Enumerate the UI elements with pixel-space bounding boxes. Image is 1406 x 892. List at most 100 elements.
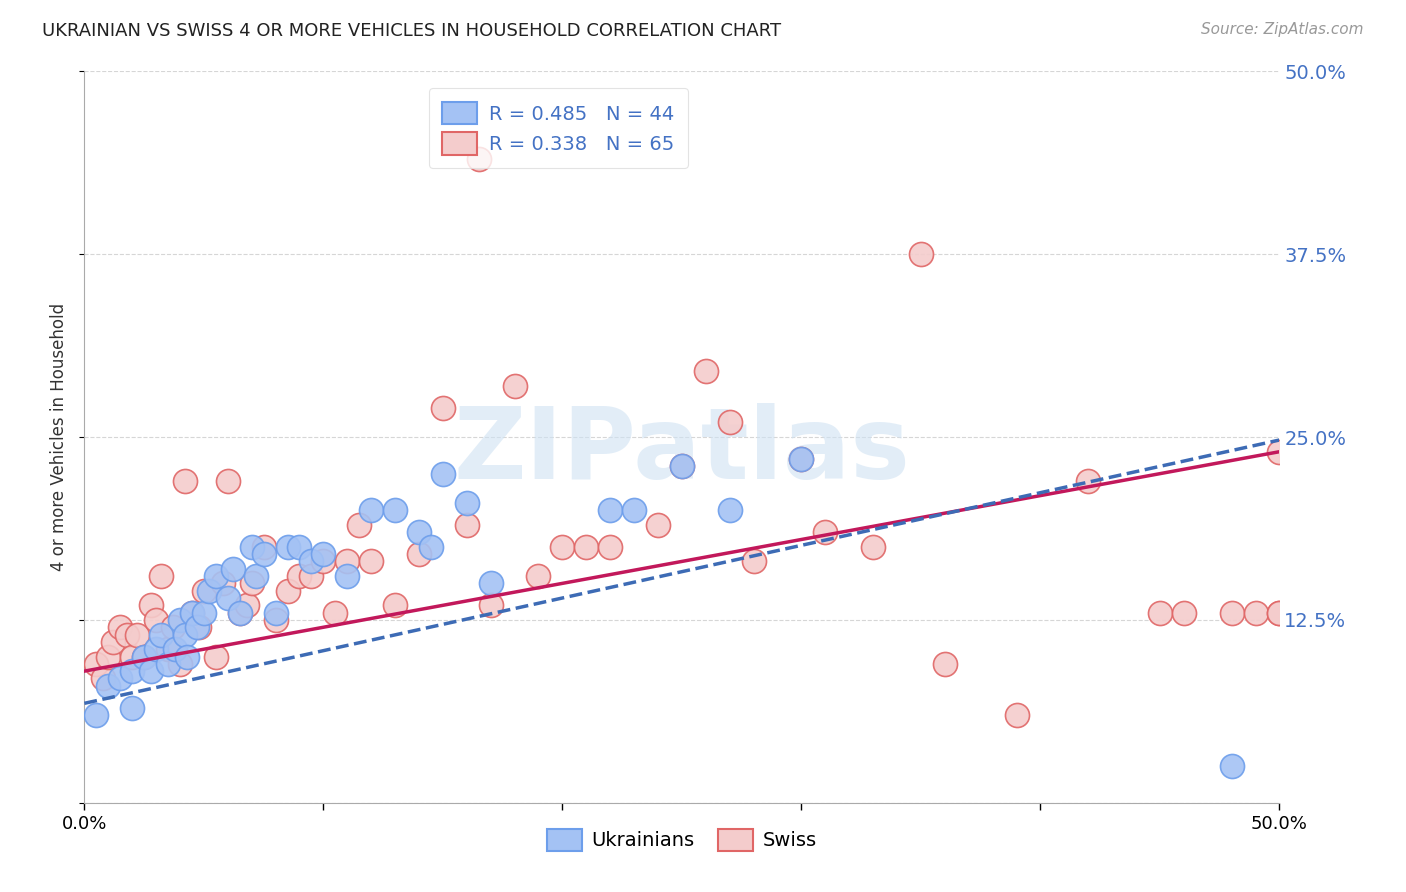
Point bbox=[86, 657, 108, 671]
Point bbox=[240, 576, 263, 591]
Point bbox=[312, 554, 335, 568]
Point bbox=[149, 569, 172, 583]
Point bbox=[132, 649, 156, 664]
Point bbox=[1173, 606, 1195, 620]
Point bbox=[169, 657, 191, 671]
Legend: Ukrainians, Swiss: Ukrainians, Swiss bbox=[538, 821, 825, 859]
Point bbox=[384, 503, 406, 517]
Point bbox=[125, 627, 148, 641]
Point bbox=[456, 496, 478, 510]
Point bbox=[1268, 444, 1291, 458]
Point bbox=[671, 459, 693, 474]
Point bbox=[288, 540, 311, 554]
Point bbox=[181, 606, 204, 620]
Point bbox=[97, 649, 120, 664]
Point bbox=[479, 599, 502, 613]
Point bbox=[336, 554, 359, 568]
Point bbox=[93, 672, 115, 686]
Point bbox=[110, 620, 132, 634]
Point bbox=[503, 379, 526, 393]
Point bbox=[862, 540, 884, 554]
Text: ZIPatlas: ZIPatlas bbox=[454, 403, 910, 500]
Point bbox=[205, 569, 228, 583]
Point bbox=[97, 679, 120, 693]
Point bbox=[176, 649, 198, 664]
Text: Source: ZipAtlas.com: Source: ZipAtlas.com bbox=[1201, 22, 1364, 37]
Point bbox=[110, 672, 132, 686]
Point bbox=[575, 540, 598, 554]
Point bbox=[157, 642, 180, 657]
Point bbox=[193, 606, 215, 620]
Point bbox=[325, 606, 347, 620]
Point bbox=[217, 591, 239, 605]
Point bbox=[718, 503, 741, 517]
Point bbox=[718, 416, 741, 430]
Point bbox=[527, 569, 550, 583]
Point bbox=[910, 247, 932, 261]
Point bbox=[221, 562, 243, 576]
Point bbox=[181, 606, 204, 620]
Point bbox=[186, 620, 208, 634]
Point bbox=[599, 503, 621, 517]
Point bbox=[623, 503, 645, 517]
Point bbox=[360, 503, 382, 517]
Point bbox=[86, 708, 108, 723]
Point bbox=[162, 620, 184, 634]
Point bbox=[121, 649, 143, 664]
Point bbox=[212, 576, 235, 591]
Point bbox=[432, 467, 454, 481]
Point bbox=[132, 649, 156, 664]
Point bbox=[253, 540, 276, 554]
Point bbox=[301, 554, 323, 568]
Point bbox=[188, 620, 211, 634]
Point bbox=[121, 664, 143, 678]
Point bbox=[149, 627, 172, 641]
Point bbox=[1077, 474, 1099, 488]
Point bbox=[264, 613, 287, 627]
Point bbox=[1220, 759, 1243, 773]
Point bbox=[814, 525, 837, 540]
Point bbox=[790, 452, 813, 467]
Point bbox=[551, 540, 574, 554]
Point bbox=[599, 540, 621, 554]
Point bbox=[1268, 606, 1291, 620]
Point bbox=[117, 627, 139, 641]
Point bbox=[121, 700, 143, 714]
Point bbox=[384, 599, 406, 613]
Point bbox=[1005, 708, 1028, 723]
Point bbox=[169, 613, 191, 627]
Point bbox=[742, 554, 765, 568]
Point bbox=[790, 452, 813, 467]
Point bbox=[145, 642, 167, 657]
Point bbox=[264, 606, 287, 620]
Point bbox=[360, 554, 382, 568]
Point bbox=[1244, 606, 1267, 620]
Point bbox=[277, 583, 299, 598]
Point bbox=[245, 569, 267, 583]
Point bbox=[145, 613, 167, 627]
Point bbox=[671, 459, 693, 474]
Point bbox=[229, 606, 252, 620]
Point bbox=[408, 525, 430, 540]
Text: UKRAINIAN VS SWISS 4 OR MORE VEHICLES IN HOUSEHOLD CORRELATION CHART: UKRAINIAN VS SWISS 4 OR MORE VEHICLES IN… bbox=[42, 22, 782, 40]
Point bbox=[312, 547, 335, 561]
Point bbox=[193, 583, 215, 598]
Point bbox=[288, 569, 311, 583]
Point bbox=[277, 540, 299, 554]
Point bbox=[197, 583, 219, 598]
Point bbox=[432, 401, 454, 415]
Point bbox=[205, 649, 228, 664]
Point bbox=[240, 540, 263, 554]
Point bbox=[1220, 606, 1243, 620]
Point bbox=[456, 517, 478, 532]
Point bbox=[229, 606, 252, 620]
Point bbox=[141, 599, 163, 613]
Point bbox=[420, 540, 443, 554]
Point bbox=[1149, 606, 1171, 620]
Point bbox=[217, 474, 239, 488]
Point bbox=[1268, 606, 1291, 620]
Point bbox=[157, 657, 180, 671]
Point bbox=[173, 627, 195, 641]
Point bbox=[236, 599, 259, 613]
Y-axis label: 4 or more Vehicles in Household: 4 or more Vehicles in Household bbox=[51, 303, 69, 571]
